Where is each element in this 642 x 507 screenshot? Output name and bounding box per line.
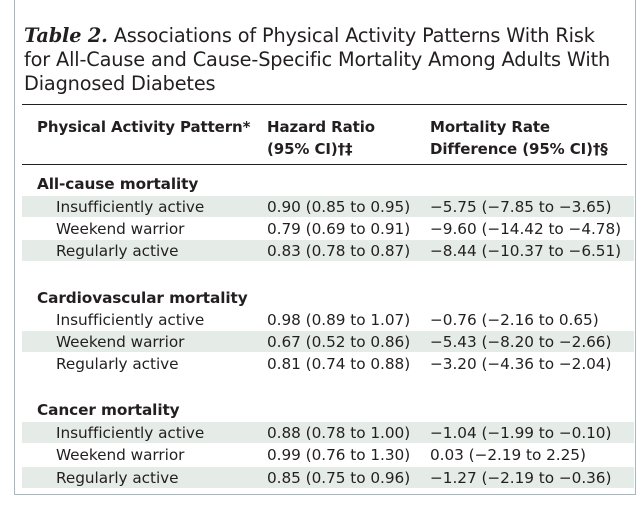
row-stripe: [22, 331, 634, 352]
header-bottom-rule: [22, 164, 627, 165]
row-hazard-ratio: 0.85 (0.75 to 0.96): [267, 469, 411, 487]
row-stripe: [22, 196, 634, 217]
row-stripe: [22, 422, 634, 443]
section-heading-cardiovascular: Cardiovascular mortality: [37, 289, 248, 307]
row-hazard-ratio: 0.67 (0.52 to 0.86): [267, 333, 411, 351]
row-hazard-ratio: 0.90 (0.85 to 0.95): [267, 198, 411, 216]
header-hazard-ratio-line1: Hazard Ratio: [267, 118, 375, 136]
row-pattern: Weekend warrior: [56, 333, 185, 351]
row-rate-difference: −1.04 (−1.99 to −0.10): [430, 424, 612, 442]
row-rate-difference: −5.43 (−8.20 to −2.66): [430, 333, 612, 351]
row-pattern: Regularly active: [56, 355, 179, 373]
row-pattern: Insufficiently active: [56, 198, 205, 216]
row-stripe: [22, 467, 634, 488]
row-pattern: Insufficiently active: [56, 424, 205, 442]
row-rate-difference: 0.03 (−2.19 to 2.25): [430, 446, 586, 464]
row-hazard-ratio: 0.98 (0.89 to 1.07): [267, 311, 411, 329]
row-hazard-ratio: 0.79 (0.69 to 0.91): [267, 220, 411, 238]
row-rate-difference: −5.75 (−7.85 to −3.65): [430, 198, 612, 216]
header-top-rule: [22, 104, 627, 105]
row-hazard-ratio: 0.99 (0.76 to 1.30): [267, 446, 411, 464]
row-rate-difference: −3.20 (−4.36 to −2.04): [430, 355, 612, 373]
row-stripe: [22, 240, 634, 261]
header-mortality-rate-line1: Mortality Rate: [430, 118, 550, 136]
row-pattern: Regularly active: [56, 469, 179, 487]
section-heading-all-cause: All-cause mortality: [37, 175, 199, 193]
table-title: Table 2. Associations of Physical Activi…: [24, 24, 624, 96]
row-hazard-ratio: 0.88 (0.78 to 1.00): [267, 424, 411, 442]
row-rate-difference: −9.60 (−14.42 to −4.78): [430, 220, 622, 238]
row-pattern: Weekend warrior: [56, 446, 185, 464]
header-mortality-rate-line2: Difference (95% CI)†§: [430, 140, 608, 158]
header-hazard-ratio-line2: (95% CI)†‡: [267, 140, 353, 158]
row-pattern: Insufficiently active: [56, 311, 205, 329]
table-label: Table 2.: [24, 24, 108, 47]
row-hazard-ratio: 0.81 (0.74 to 0.88): [267, 355, 411, 373]
section-heading-cancer: Cancer mortality: [37, 401, 180, 419]
row-rate-difference: −8.44 (−10.37 to −6.51): [430, 242, 622, 260]
header-physical-activity-pattern: Physical Activity Pattern*: [37, 118, 251, 136]
row-rate-difference: −0.76 (−2.16 to 0.65): [430, 311, 599, 329]
row-pattern: Regularly active: [56, 242, 179, 260]
table-title-text: Associations of Physical Activity Patter…: [24, 24, 611, 95]
row-hazard-ratio: 0.83 (0.78 to 0.87): [267, 242, 411, 260]
row-pattern: Weekend warrior: [56, 220, 185, 238]
row-rate-difference: −1.27 (−2.19 to −0.36): [430, 469, 612, 487]
table-frame: [14, 0, 636, 495]
